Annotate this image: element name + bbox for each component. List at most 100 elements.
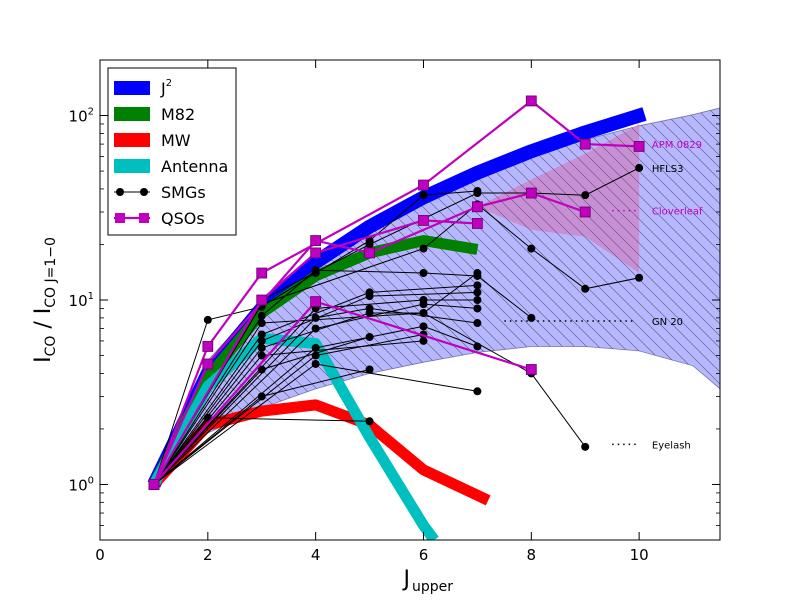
- smg-point: [473, 387, 482, 396]
- legend-marker-smg: [116, 188, 124, 196]
- legend-label-qso: QSOs: [161, 209, 205, 228]
- smg-point: [257, 311, 266, 320]
- legend-label-m82: M82: [161, 105, 195, 124]
- smg-point: [419, 269, 428, 278]
- smg-point: [473, 342, 482, 351]
- y-tick-label: 102: [69, 107, 94, 126]
- x-tick-label: 6: [419, 546, 429, 564]
- smg-point: [635, 273, 644, 282]
- qso-point: [148, 479, 160, 490]
- smg-point: [203, 315, 212, 324]
- legend-label-mw: MW: [161, 131, 191, 150]
- smg-point: [473, 269, 482, 278]
- smg-point: [419, 309, 428, 318]
- smg-point: [257, 343, 266, 352]
- smg-point: [419, 336, 428, 345]
- qso-point: [471, 201, 483, 213]
- y-tick-label: 100: [69, 475, 94, 494]
- smg-point: [581, 284, 590, 293]
- smg-point: [257, 330, 266, 339]
- qso-point: [310, 247, 322, 259]
- smg-point: [311, 343, 320, 352]
- legend-marker-smg: [140, 188, 148, 196]
- legend-marker-qso: [115, 213, 125, 223]
- smg-point: [527, 313, 536, 322]
- y-axis-label-main: I: [31, 356, 56, 363]
- smg-point: [365, 417, 374, 426]
- x-tick-label: 8: [527, 546, 537, 564]
- annotation-label: Cloverleaf: [652, 207, 703, 218]
- qso-point: [418, 179, 429, 191]
- smg-line-7: [153, 299, 478, 485]
- legend-swatch-antenna: [114, 159, 150, 173]
- legend-label-smg: SMGs: [161, 183, 206, 202]
- annotation-label: GN 20: [652, 317, 683, 328]
- qso-point: [256, 294, 268, 306]
- smg-point: [365, 309, 374, 318]
- smg-point: [419, 191, 428, 200]
- x-axis-label-main: J: [402, 567, 411, 592]
- qso-point: [579, 138, 591, 150]
- legend-swatch-mw: [114, 133, 150, 147]
- smg-point: [473, 319, 482, 328]
- qso-point: [364, 247, 375, 259]
- smg-point: [419, 300, 428, 309]
- x-tick-label: 2: [203, 546, 213, 564]
- smg-point: [581, 442, 590, 451]
- x-axis-label: J upper: [402, 567, 454, 595]
- smg-point: [473, 296, 482, 304]
- smg-point: [581, 191, 590, 200]
- smg-point: [257, 336, 266, 345]
- qso-layer: [148, 95, 645, 490]
- smg-point: [257, 392, 266, 401]
- smg-point: [419, 244, 428, 253]
- legend-swatch-j2: [114, 81, 150, 95]
- x-tick-label: 10: [630, 546, 649, 564]
- smg-line-5: [153, 284, 478, 485]
- qso-point: [310, 235, 322, 246]
- smg-point: [635, 163, 644, 172]
- smg-point: [257, 365, 266, 374]
- y-axis-label-mid: / I: [31, 308, 56, 336]
- smg-point: [365, 292, 374, 301]
- x-tick-label: 0: [95, 546, 105, 564]
- y-axis-label-sub2: CO J=1−0: [43, 237, 59, 308]
- smg-point: [311, 266, 320, 275]
- annotation-label: APM 0829: [652, 140, 702, 151]
- smg-point: [473, 288, 482, 297]
- y-axis-label-sub1: CO: [43, 336, 59, 357]
- legend-label-antenna: Antenna: [161, 157, 228, 176]
- smg-point: [527, 244, 536, 253]
- annotation-label: HFLS3: [652, 164, 684, 175]
- smg-point: [473, 189, 482, 198]
- smg-line-3: [153, 269, 532, 485]
- annotation-label: Eyelash: [652, 440, 691, 451]
- smg-point: [365, 240, 374, 249]
- qso-point: [633, 141, 645, 152]
- smg-line-10: [153, 312, 586, 485]
- smg-point: [473, 281, 482, 290]
- template-line-antenna: [149, 332, 439, 540]
- qso-point: [310, 296, 322, 308]
- svg-text:ICO / ICO J=1−0: ICO / ICO J=1−0: [31, 237, 59, 363]
- annotations-layer: APM 0829 HFLS3 Cloverleaf GN 20 Eyelash: [504, 140, 703, 451]
- smg-point: [257, 351, 266, 360]
- qso-point: [525, 187, 537, 199]
- bands-layer: [153, 107, 720, 485]
- qso-point: [202, 341, 214, 352]
- smg-point: [311, 313, 320, 322]
- qso-point: [579, 206, 591, 218]
- plot-area: [147, 95, 720, 540]
- y-tick-label: 101: [69, 291, 94, 310]
- qso-point: [525, 95, 537, 107]
- legend-swatch-m82: [114, 107, 150, 121]
- x-tick-label: 4: [311, 546, 321, 564]
- axis-ticks: 0 2 4 6 8 10 100 101 102: [69, 60, 720, 564]
- y-axis-label: ICO / ICO J=1−0: [31, 237, 59, 363]
- smg-point: [311, 359, 320, 368]
- qso-point: [256, 267, 268, 279]
- smg-point: [365, 333, 374, 342]
- qso-point: [202, 358, 214, 370]
- smg-point: [257, 319, 266, 328]
